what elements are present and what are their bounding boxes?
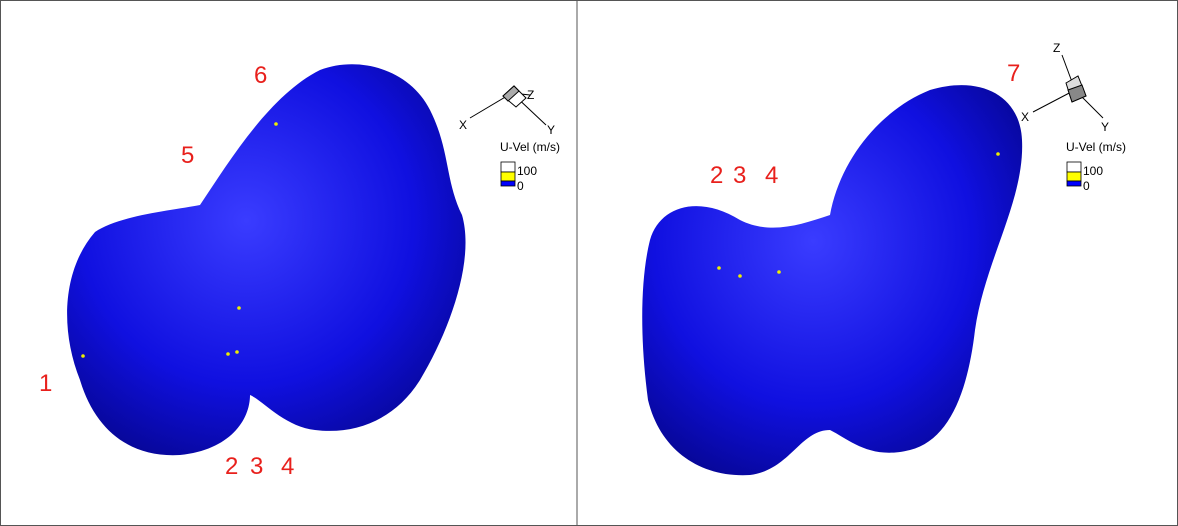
marker [226, 352, 230, 356]
marker [274, 122, 278, 126]
legend-tick: 0 [517, 179, 524, 193]
shape [642, 85, 1022, 475]
legend-tick: 0 [1083, 179, 1090, 193]
legend-title: U-Vel (m/s) [1066, 140, 1126, 154]
axis-triad [1033, 55, 1103, 118]
marker [235, 350, 239, 354]
region-label: 4 [765, 162, 778, 189]
region-label: 3 [733, 162, 746, 189]
marker [996, 152, 1000, 156]
marker [237, 306, 241, 310]
marker [717, 266, 721, 270]
marker [777, 270, 781, 274]
legend-tick: 100 [517, 164, 537, 178]
axis-label: X [459, 118, 467, 132]
region-label: 2 [710, 162, 723, 189]
region-label: 2 [225, 453, 238, 480]
legend-tick: 100 [1083, 164, 1103, 178]
legend-bar [501, 162, 515, 186]
region-label: 6 [254, 62, 267, 89]
shape [67, 64, 465, 455]
legend-title: U-Vel (m/s) [500, 140, 560, 154]
region-label: 3 [250, 453, 263, 480]
axis-label: X [1021, 110, 1029, 124]
marker [738, 274, 742, 278]
axis-label: Z [1053, 41, 1060, 55]
figure: 6 5 1 2 3 4 7 2 3 4 X Y Z X Y Z U-Vel (m… [0, 0, 1178, 526]
axis-label: Y [547, 123, 555, 137]
axis-label: Y [1101, 120, 1109, 134]
axis-label: Z [527, 88, 534, 102]
region-label: 7 [1007, 60, 1020, 87]
marker [81, 354, 85, 358]
region-label: 5 [181, 142, 194, 169]
axis-triad [470, 86, 546, 125]
legend-bar [1067, 162, 1081, 186]
region-label: 1 [39, 370, 52, 397]
region-label: 4 [281, 453, 294, 480]
